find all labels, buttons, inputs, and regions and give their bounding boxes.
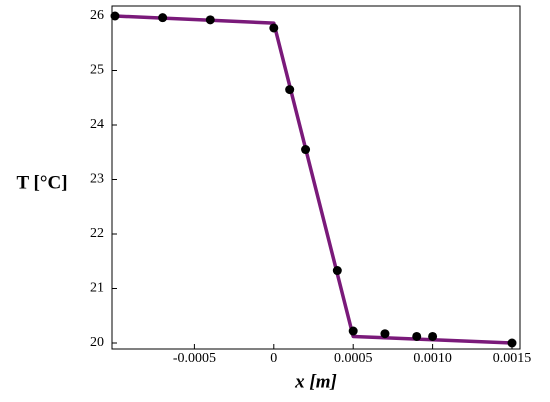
data-point [412, 331, 422, 341]
x-tick-label: 0.0010 [413, 351, 452, 366]
plot-frame [111, 5, 521, 350]
x-tick-label: 0.0005 [334, 351, 373, 366]
data-point [285, 85, 295, 95]
data-point [205, 15, 215, 25]
y-tick-label: 21 [90, 281, 104, 296]
data-point [332, 266, 342, 276]
y-axis-label: T [°C] [16, 172, 67, 193]
x-tick-label: -0.0005 [173, 351, 216, 366]
y-tick-label: 25 [90, 63, 104, 78]
y-tick-label: 26 [90, 8, 104, 23]
x-axis-label: x [m] [294, 371, 337, 392]
x-tick-label: 0.0015 [493, 351, 532, 366]
data-point [428, 331, 438, 341]
data-point [269, 23, 279, 33]
data-point [301, 145, 311, 155]
data-point [348, 326, 358, 336]
y-tick-label: 22 [90, 226, 104, 241]
y-tick-label: 23 [90, 172, 104, 187]
data-point [158, 13, 168, 23]
line [114, 14, 513, 345]
x-tick-label: 0 [270, 351, 277, 366]
y-tick-label: 24 [90, 117, 104, 132]
data-point [507, 338, 517, 348]
data-point [380, 329, 390, 339]
y-tick-label: 20 [90, 335, 104, 350]
data-point [110, 11, 120, 21]
